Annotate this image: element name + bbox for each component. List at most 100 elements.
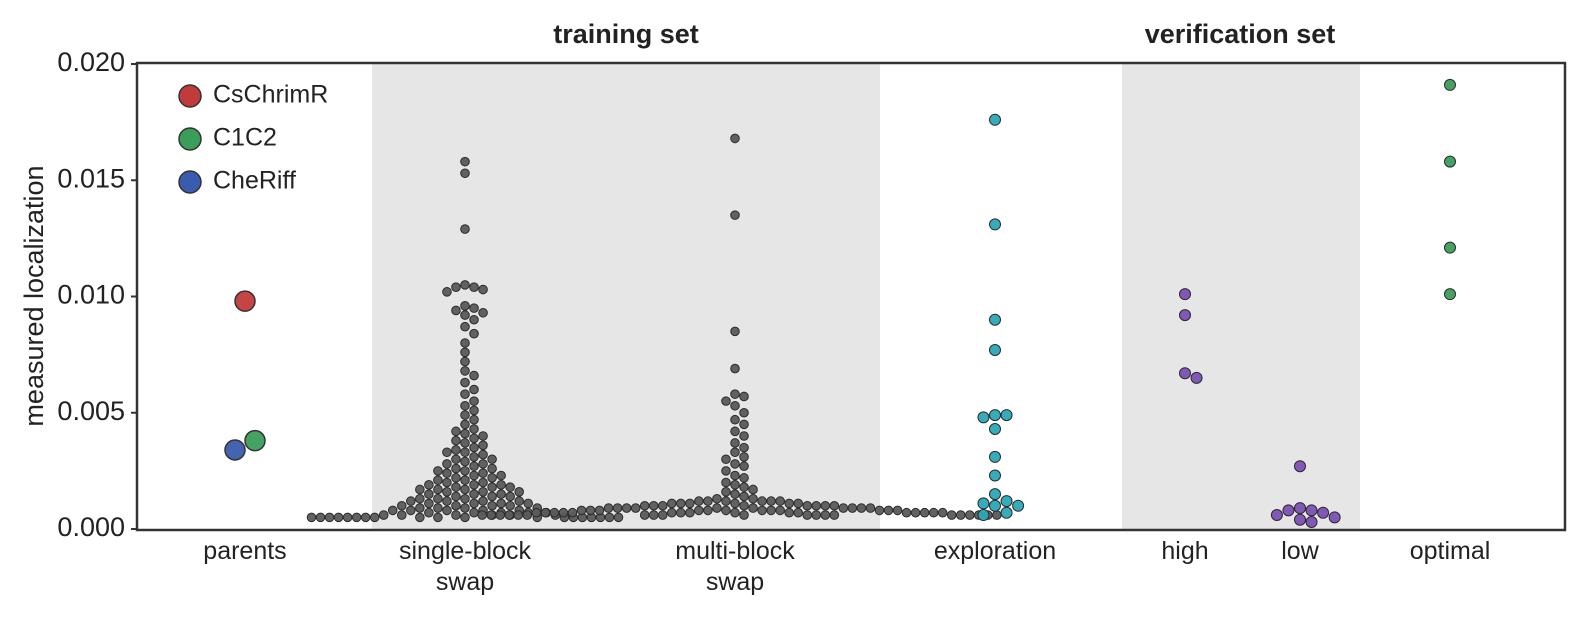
group-label: verification set [1145, 19, 1336, 49]
data-point [748, 484, 758, 495]
data-point [460, 503, 470, 513]
data-point [1444, 241, 1456, 254]
data-point [469, 303, 479, 313]
data-point [576, 505, 587, 516]
data-point [487, 482, 497, 492]
data-point [712, 493, 722, 504]
data-point [504, 510, 515, 520]
data-point [657, 510, 668, 520]
data-point [433, 466, 443, 476]
data-point [460, 338, 470, 348]
data-point [989, 488, 1001, 501]
data-point [469, 424, 479, 434]
data-point [505, 491, 515, 502]
data-point [451, 435, 461, 446]
data-point [757, 496, 767, 506]
data-point [415, 503, 425, 513]
data-point [739, 510, 749, 520]
data-point [730, 414, 740, 425]
data-point [549, 507, 560, 518]
data-point [478, 307, 488, 318]
data-point [811, 510, 822, 520]
data-point [469, 328, 479, 339]
data-point [829, 510, 840, 520]
data-point [460, 493, 470, 504]
data-point [730, 480, 740, 490]
data-point [451, 510, 461, 520]
data-point [451, 305, 461, 316]
data-point [1190, 371, 1203, 384]
data-point [730, 326, 740, 337]
data-point [460, 475, 470, 485]
data-point [955, 510, 966, 520]
data-point [415, 484, 425, 495]
data-point [992, 510, 1002, 520]
data-point [739, 419, 749, 430]
data-point [415, 512, 425, 523]
data-point [1444, 288, 1456, 301]
data-point [514, 496, 524, 506]
data-point [315, 512, 326, 523]
data-point [901, 507, 912, 518]
data-point [820, 500, 831, 511]
data-point [694, 505, 704, 516]
data-point [630, 503, 641, 513]
data-point [989, 499, 1001, 512]
data-point [433, 484, 443, 495]
data-point [478, 284, 488, 295]
data-point [478, 477, 488, 488]
data-point [495, 510, 506, 520]
data-point [451, 445, 461, 455]
data-point [451, 454, 461, 465]
data-point [730, 507, 740, 518]
data-point [478, 449, 488, 460]
data-point [460, 377, 470, 388]
data-point [369, 512, 380, 523]
data-point [847, 503, 858, 513]
y-tick-label: 0.015 [57, 163, 125, 193]
data-point [739, 491, 749, 502]
data-point [360, 512, 371, 523]
data-point [977, 509, 990, 522]
legend-label: CsChrimR [213, 81, 328, 109]
x-tick-label: low [1281, 537, 1319, 565]
data-point [585, 505, 596, 516]
data-point [784, 507, 794, 518]
data-point [721, 477, 731, 488]
data-point [442, 477, 452, 488]
data-point [567, 507, 578, 518]
data-point [730, 426, 740, 437]
data-point [1179, 309, 1191, 322]
data-point [433, 475, 443, 485]
data-point [478, 487, 488, 497]
data-point [977, 497, 990, 510]
data-point [1328, 511, 1341, 524]
data-point [802, 500, 813, 511]
data-point [865, 503, 876, 513]
data-point [442, 487, 452, 497]
data-point [558, 507, 569, 518]
data-point [496, 498, 506, 509]
data-point [396, 500, 407, 511]
data-point [442, 459, 452, 469]
data-point [648, 510, 659, 520]
data-point [460, 419, 470, 430]
data-point [487, 463, 497, 474]
data-point [460, 356, 470, 367]
y-tick-label: 0.005 [57, 396, 125, 426]
data-point [989, 409, 1001, 422]
data-point [514, 487, 524, 497]
data-point [433, 512, 443, 523]
data-point [469, 461, 479, 472]
data-point [621, 503, 632, 513]
data-point [874, 505, 885, 516]
data-point [460, 512, 470, 523]
data-point [989, 469, 1001, 482]
data-point [730, 133, 740, 144]
data-point [424, 480, 434, 490]
data-point [460, 366, 470, 376]
data-point [721, 487, 731, 497]
y-tick-label: 0.020 [57, 47, 125, 77]
data-point [469, 498, 479, 509]
